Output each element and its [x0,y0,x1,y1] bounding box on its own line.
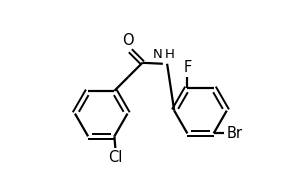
Text: H: H [164,48,174,61]
Text: N: N [153,48,162,61]
Text: F: F [183,60,192,75]
Text: Br: Br [226,126,242,141]
Text: O: O [122,33,134,48]
Text: Cl: Cl [108,150,123,165]
